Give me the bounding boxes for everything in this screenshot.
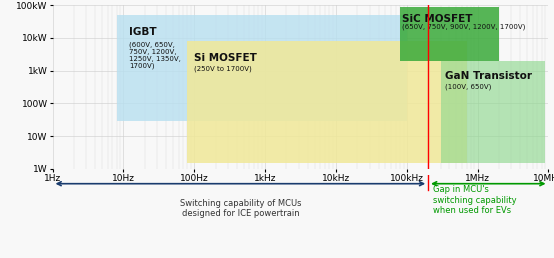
Text: SiC MOSFET: SiC MOSFET (402, 14, 473, 24)
Text: Si MOSFET: Si MOSFET (194, 53, 257, 63)
Text: (250V to 1700V): (250V to 1700V) (194, 66, 252, 72)
Bar (440, 61, 545, 163)
Bar (187, 41, 466, 163)
Text: GaN Transistor: GaN Transistor (445, 71, 532, 81)
Text: IGBT: IGBT (129, 27, 157, 37)
Text: Gap in MCU's
switching capability
when used for EVs: Gap in MCU's switching capability when u… (433, 185, 517, 215)
Text: (100V, 650V): (100V, 650V) (445, 84, 492, 90)
Text: Switching capability of MCUs
designed for ICE powertrain: Switching capability of MCUs designed fo… (179, 199, 301, 218)
Text: (650V, 750V, 900V, 1200V, 1700V): (650V, 750V, 900V, 1200V, 1700V) (402, 23, 525, 30)
Bar (116, 15, 407, 120)
Text: (600V, 650V,
750V, 1200V,
1250V, 1350V,
1700V): (600V, 650V, 750V, 1200V, 1250V, 1350V, … (129, 41, 181, 69)
Bar (400, 7, 499, 61)
